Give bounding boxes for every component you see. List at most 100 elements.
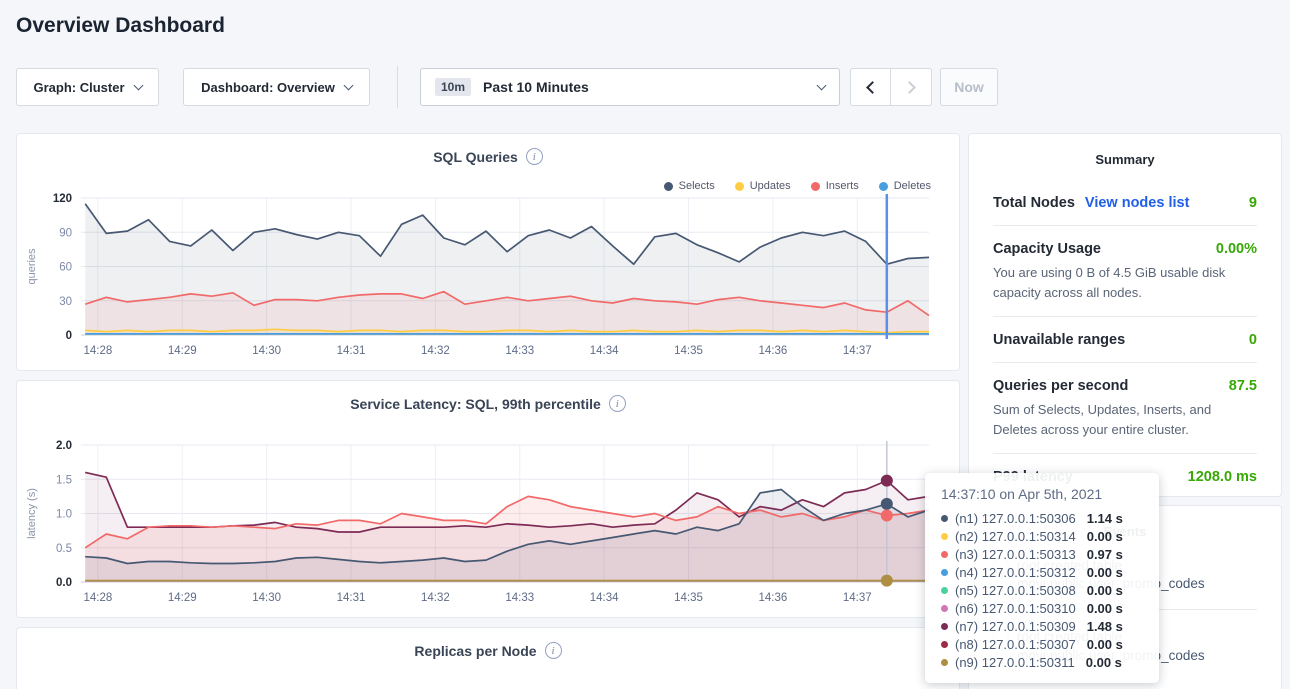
legend-item-selects[interactable]: Selects (663, 180, 715, 192)
capacity-usage-label: Capacity Usage (993, 241, 1101, 257)
svg-text:1.0: 1.0 (56, 509, 72, 521)
svg-text:14:28: 14:28 (83, 345, 112, 357)
svg-text:14:33: 14:33 (505, 345, 534, 357)
svg-text:0.5: 0.5 (56, 543, 72, 555)
node-latency-value: 0.00 s (1086, 564, 1123, 580)
info-icon[interactable] (608, 395, 626, 412)
tooltip-node-row: (n3) 127.0.0.1:50313 0.97 s (941, 545, 1143, 563)
node-address: (n1) 127.0.0.1:50306 (955, 510, 1076, 526)
tooltip-node-row: (n9) 127.0.0.1:50311 0.00 s (941, 653, 1143, 671)
sql-queries-card: SQL Queries Selects Updates Inserts Deletes… (16, 133, 960, 371)
unavailable-ranges-label: Unavailable ranges (993, 332, 1126, 348)
summary-total-nodes: Total Nodes View nodes list 9 (993, 180, 1257, 226)
svg-text:120: 120 (53, 193, 72, 205)
svg-text:14:34: 14:34 (590, 345, 619, 357)
node-latency-value: 0.00 s (1086, 636, 1123, 652)
summary-unavailable-ranges: Unavailable ranges 0 (993, 317, 1257, 363)
node-address: (n6) 127.0.0.1:50310 (955, 600, 1076, 616)
node-latency-value: 0.00 s (1086, 582, 1123, 598)
capacity-usage-description: You are using 0 B of 4.5 GiB usable disk… (993, 265, 1226, 300)
chart-hover-tooltip: 14:37:10 on Apr 5th, 2021 (n1) 127.0.0.1… (925, 473, 1159, 683)
total-nodes-value: 9 (1248, 195, 1257, 211)
node-latency-value: 0.00 s (1086, 528, 1123, 544)
svg-text:14:31: 14:31 (337, 345, 366, 357)
svg-text:14:32: 14:32 (421, 592, 450, 604)
summary-capacity-usage: Capacity Usage 0.00% You are using 0 B o… (993, 226, 1257, 317)
graph-selector-dropdown[interactable]: Graph: Cluster (16, 68, 159, 106)
svg-text:14:33: 14:33 (505, 592, 534, 604)
dashboard-selector-dropdown[interactable]: Dashboard: Overview (183, 68, 370, 106)
node-color-dot (941, 550, 948, 558)
legend-dot (734, 181, 744, 191)
summary-queries-per-second: Queries per second 87.5 Sum of Selects, … (993, 363, 1257, 454)
sql-queries-title: SQL Queries (433, 148, 518, 165)
svg-text:14:31: 14:31 (337, 592, 366, 604)
legend-dot (810, 181, 820, 191)
dashboard-selector-label: Dashboard: Overview (201, 79, 335, 95)
svg-text:1.5: 1.5 (56, 474, 72, 486)
legend-item-deletes[interactable]: Deletes (878, 180, 931, 192)
chevron-left-icon (866, 80, 879, 94)
service-latency-chart[interactable]: 0.0 0.5 1.0 1.5 2.0 14:28 14:29 14:30 14:31 14:32… (17, 437, 961, 609)
node-address: (n9) 127.0.0.1:50311 (955, 654, 1075, 670)
node-address: (n8) 127.0.0.1:50307 (955, 636, 1076, 652)
legend-label: Updates (749, 180, 791, 192)
time-range-dropdown[interactable]: 10m Past 10 Minutes (420, 68, 840, 106)
queries-per-second-label: Queries per second (993, 378, 1129, 394)
svg-text:14:35: 14:35 (674, 592, 703, 604)
node-color-dot (941, 586, 948, 594)
legend-item-inserts[interactable]: Inserts (810, 180, 859, 192)
time-back-button[interactable] (850, 68, 891, 106)
service-latency-title: Service Latency: SQL, 99th percentile (350, 395, 601, 412)
node-address: (n4) 127.0.0.1:50312 (955, 564, 1076, 580)
svg-text:14:29: 14:29 (168, 345, 197, 357)
svg-text:14:29: 14:29 (168, 592, 197, 604)
summary-panel: Summary Total Nodes View nodes list 9 Ca… (968, 133, 1282, 497)
sql-queries-chart[interactable]: 0 30 60 90 120 14:28 14:29 14:30 14:31 14:32 14:33… (17, 190, 961, 362)
info-icon[interactable] (544, 642, 562, 659)
dashboard-controls: Graph: Cluster Dashboard: Overview 10m P… (0, 66, 1290, 108)
page-title: Overview Dashboard (16, 14, 225, 37)
svg-text:14:30: 14:30 (252, 345, 281, 357)
info-icon[interactable] (525, 148, 543, 165)
time-forward-button-disabled (891, 68, 932, 106)
tooltip-node-row: (n8) 127.0.0.1:50307 0.00 s (941, 635, 1143, 653)
tooltip-node-row: (n1) 127.0.0.1:50306 1.14 s (941, 509, 1143, 527)
svg-text:0: 0 (66, 330, 72, 342)
svg-text:latency (s): latency (s) (26, 488, 38, 539)
chevron-right-icon (902, 80, 916, 94)
chevron-down-icon (816, 80, 827, 90)
summary-title: Summary (1095, 152, 1155, 167)
node-color-dot (941, 604, 948, 612)
unavailable-ranges-value: 0 (1248, 332, 1257, 348)
node-color-dot (941, 622, 948, 630)
tooltip-node-row: (n6) 127.0.0.1:50310 0.00 s (941, 599, 1143, 617)
capacity-usage-value: 0.00% (1215, 241, 1257, 257)
tooltip-node-row: (n2) 127.0.0.1:50314 0.00 s (941, 527, 1143, 545)
svg-text:14:36: 14:36 (759, 345, 788, 357)
time-step-buttons (850, 68, 932, 106)
now-button-disabled: Now (940, 68, 998, 106)
legend-item-updates[interactable]: Updates (734, 180, 791, 192)
view-nodes-list-link[interactable]: View nodes list (1084, 195, 1190, 211)
tooltip-rows: (n1) 127.0.0.1:50306 1.14 s (n2) 127.0.0.1… (941, 509, 1143, 671)
svg-text:30: 30 (59, 296, 72, 308)
node-color-dot (941, 532, 948, 540)
legend-label: Selects (678, 180, 715, 192)
node-color-dot (941, 658, 948, 666)
total-nodes-label: Total Nodes (993, 195, 1075, 211)
node-latency-value: 0.00 s (1086, 600, 1123, 616)
legend-label: Inserts (825, 180, 859, 192)
controls-divider (397, 66, 398, 108)
node-address: (n3) 127.0.0.1:50313 (955, 546, 1076, 562)
chevron-down-icon (133, 80, 143, 90)
legend-dot (663, 181, 673, 191)
graph-selector-label: Graph: Cluster (33, 79, 125, 95)
svg-text:14:28: 14:28 (83, 592, 112, 604)
node-address: (n2) 127.0.0.1:50314 (955, 528, 1076, 544)
svg-text:14:36: 14:36 (759, 592, 788, 604)
node-latency-value: 0.97 s (1086, 546, 1123, 562)
svg-text:0.0: 0.0 (56, 577, 72, 589)
chevron-down-icon (343, 80, 354, 90)
